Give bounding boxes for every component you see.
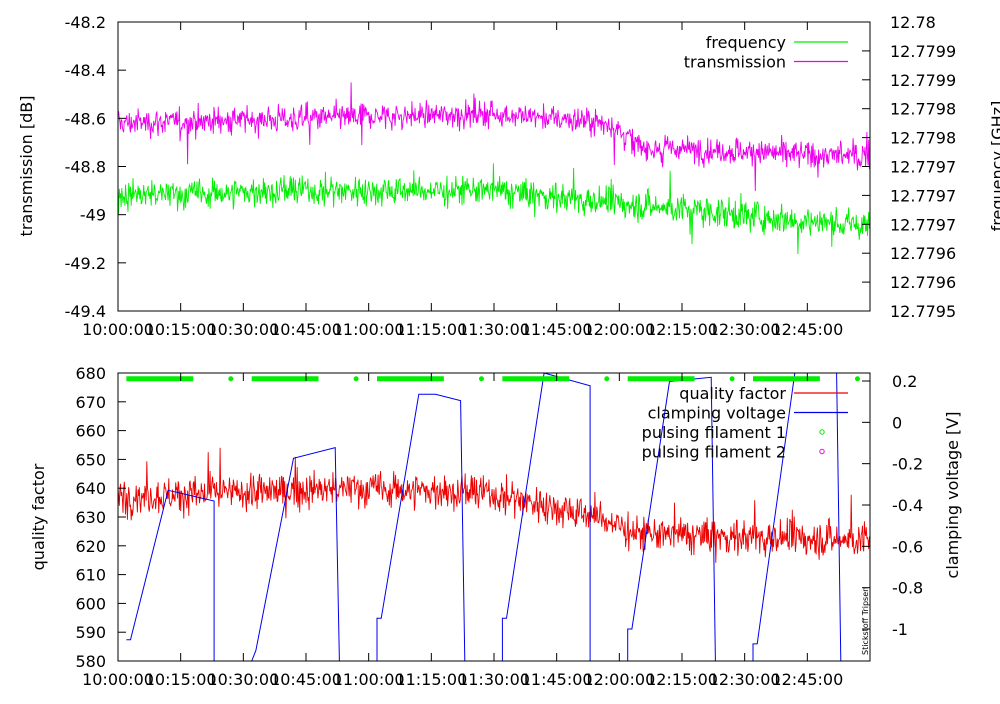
top-ytick-label: -48.8 — [65, 158, 106, 177]
top-y-axis-label: transmission [dB] — [17, 96, 36, 237]
legend-label-transmission: transmission — [684, 53, 786, 72]
bottom-y2tick-label: 0.2 — [892, 372, 917, 391]
top-ticks-group: -48.2 -48.4 -48.6 -48.8 -49 -49.2 -49.4 12.78 12… — [65, 13, 957, 339]
legend-label-pulsing-filament-2: pulsing filament 2 — [642, 443, 786, 462]
pulse-dot — [729, 376, 735, 382]
bottom-panel: 680 670 660 650 640 630 620 610 600 590 580 0.2 0 -0.… — [29, 364, 962, 689]
top-xtick-label: 10:45:00 — [270, 320, 342, 339]
series-frequency — [117, 163, 871, 255]
pulse-dot — [604, 376, 610, 382]
top-y2tick-label: 12.7797 — [890, 158, 956, 177]
top-y2tick-label: 12.7798 — [890, 100, 956, 119]
pulse-segment — [126, 376, 194, 382]
top-y2tick-label: 12.7798 — [890, 129, 956, 148]
bottom-ytick-label: 580 — [75, 652, 106, 671]
top-ytick-label: -49 — [80, 206, 106, 225]
bottom-xtick-label: 12:00:00 — [583, 670, 655, 689]
top-xtick-label: 10:15:00 — [145, 320, 217, 339]
bottom-ytick-label: 640 — [75, 479, 106, 498]
top-xtick-label: 12:45:00 — [771, 320, 843, 339]
top-xtick-label: 10:00:00 — [82, 320, 154, 339]
bottom-ytick-label: 680 — [75, 364, 106, 383]
top-y2tick-label: 12.7795 — [890, 302, 956, 321]
pulse-dot — [854, 376, 860, 382]
bottom-xtick-label: 10:15:00 — [145, 670, 217, 689]
top-y2tick-label: 12.78 — [890, 13, 936, 32]
bottom-xtick-label: 10:30:00 — [207, 670, 279, 689]
top-xtick-label: 11:15:00 — [395, 320, 467, 339]
legend-marker — [819, 429, 825, 435]
top-y2tick-label: 12.7799 — [890, 71, 956, 90]
series-transmission — [117, 82, 871, 192]
bottom-y2tick-label: -0.8 — [892, 579, 923, 598]
top-xtick-label: 11:45:00 — [521, 320, 593, 339]
top-y2tick-label: 12.7799 — [890, 42, 956, 61]
bottom-xtick-label: 11:45:00 — [521, 670, 593, 689]
legend-marker — [819, 448, 825, 455]
bottom-ticks-group: 680 670 660 650 640 630 620 610 600 590 580 0.2 0 -0.… — [75, 364, 923, 689]
top-y2tick-label: 12.7796 — [890, 244, 956, 263]
bottom-ytick-label: 660 — [75, 422, 106, 441]
bottom-xtick-label: 11:30:00 — [458, 670, 530, 689]
top-xtick-label: 10:30:00 — [207, 320, 279, 339]
bottom-y2tick-label: -1 — [892, 620, 908, 639]
top-xtick-label: 12:30:00 — [709, 320, 781, 339]
bottom-ytick-label: 620 — [75, 537, 106, 556]
top-ytick-label: -48.2 — [65, 13, 106, 32]
bottom-y2tick-label: -0.6 — [892, 537, 923, 556]
top-series-group — [117, 82, 871, 255]
top-y2tick-label: 12.7797 — [890, 186, 956, 205]
top-y2tick-label: 12.7796 — [890, 273, 956, 292]
bottom-y2tick-label: -0.4 — [892, 496, 923, 515]
series-quality-factor — [117, 447, 871, 563]
bottom-ytick-label: 630 — [75, 508, 106, 527]
legend-label-clamping-voltage: clamping voltage — [648, 404, 786, 423]
watermark-text: Stickstoff Tripsen — [861, 587, 870, 655]
top-xtick-label: 11:00:00 — [333, 320, 405, 339]
bottom-ytick-label: 610 — [75, 566, 106, 585]
pulse-dot — [228, 376, 234, 382]
bottom-xtick-label: 10:00:00 — [82, 670, 154, 689]
bottom-ytick-label: 670 — [75, 393, 106, 412]
bottom-y2tick-label: 0 — [892, 413, 902, 432]
bottom-xtick-label: 11:15:00 — [395, 670, 467, 689]
pulse-segment — [377, 376, 444, 382]
bottom-y2tick-label: -0.2 — [892, 455, 923, 474]
top-ytick-label: -48.6 — [65, 109, 106, 128]
top-xtick-label: 12:15:00 — [646, 320, 718, 339]
bottom-xtick-label: 10:45:00 — [270, 670, 342, 689]
top-ytick-label: -49.4 — [65, 302, 106, 321]
top-y2tick-label: 12.7797 — [890, 215, 956, 234]
pulse-segment — [753, 376, 820, 382]
bottom-xtick-label: 12:15:00 — [646, 670, 718, 689]
bottom-ytick-label: 650 — [75, 450, 106, 469]
top-y2-axis-label: frequency [GHz] — [988, 101, 1000, 232]
pulse-segment — [502, 376, 570, 382]
legend-label-quality-factor: quality factor — [679, 384, 786, 403]
top-panel: -48.2 -48.4 -48.6 -48.8 -49 -49.2 -49.4 12.78 12… — [17, 13, 1000, 339]
top-xtick-label: 11:30:00 — [458, 320, 530, 339]
pulse-segment — [627, 376, 695, 382]
top-xtick-label: 12:00:00 — [583, 320, 655, 339]
bottom-xtick-label: 12:30:00 — [709, 670, 781, 689]
bottom-ytick-label: 590 — [75, 623, 106, 642]
pulse-dot — [353, 376, 359, 382]
top-ytick-label: -48.4 — [65, 61, 106, 80]
bottom-y2-axis-label: clamping voltage [V] — [943, 412, 962, 579]
legend-label-pulsing-filament-1: pulsing filament 1 — [642, 423, 786, 442]
bottom-xtick-label: 11:00:00 — [333, 670, 405, 689]
legend-label-frequency: frequency — [706, 33, 786, 52]
bottom-xtick-label: 12:45:00 — [771, 670, 843, 689]
bottom-y-axis-label: quality factor — [29, 463, 48, 570]
pulse-segment — [251, 376, 319, 382]
bottom-ytick-label: 600 — [75, 594, 106, 613]
pulse-dot — [478, 376, 484, 382]
top-ytick-label: -49.2 — [65, 254, 106, 273]
